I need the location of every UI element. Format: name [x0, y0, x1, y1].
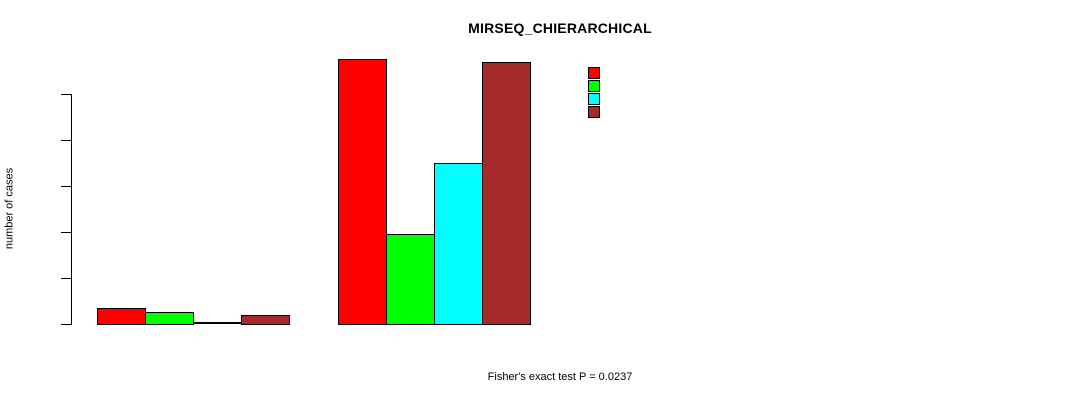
y-tick — [61, 324, 71, 325]
bar-clus_1-group1 — [97, 308, 146, 325]
y-tick-label — [32, 120, 44, 160]
y-axis-label: number of cases — [3, 167, 16, 250]
y-tick-label — [32, 212, 44, 252]
bar-clus_2-group1 — [145, 312, 194, 325]
bar-clus_4-group1 — [241, 315, 290, 325]
legend-swatch-clus_2 — [588, 80, 600, 92]
bar-clus_3-group2 — [434, 163, 483, 325]
y-tick — [61, 232, 71, 233]
legend-swatch-clus_3 — [588, 93, 600, 105]
y-tick-label — [32, 258, 44, 298]
bar-clus_3-group1-zero — [193, 322, 242, 324]
y-tick — [61, 186, 71, 187]
y-tick-label — [32, 74, 44, 114]
y-tick — [61, 278, 71, 279]
y-tick — [61, 140, 71, 141]
chart-title: MIRSEQ_CHIERARCHICAL — [468, 20, 652, 36]
bar-clus_2-group2 — [386, 234, 435, 325]
bar-clus_4-group2 — [482, 62, 531, 325]
y-tick — [61, 94, 71, 95]
y-tick-label — [32, 166, 44, 206]
bar-clus_1-group2 — [338, 59, 387, 325]
y-axis-line — [71, 94, 72, 325]
legend-swatch-clus_1 — [588, 67, 600, 79]
annotation-text: Fisher's exact test P = 0.0237 — [487, 371, 633, 383]
legend-swatch-clus_4 — [588, 106, 600, 118]
y-tick-label — [32, 304, 44, 344]
